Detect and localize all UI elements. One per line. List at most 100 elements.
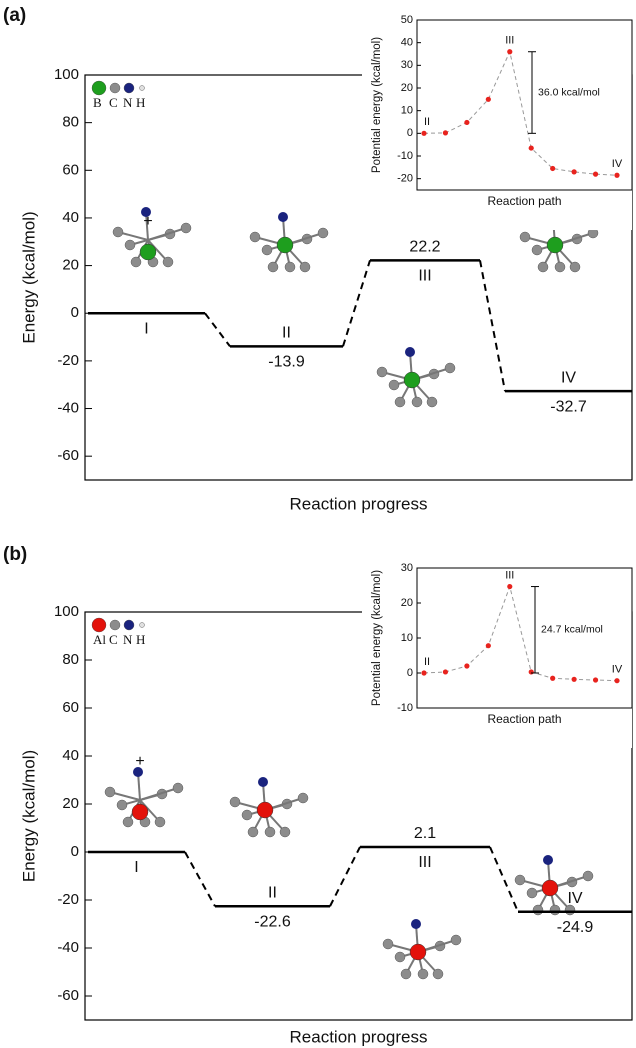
atom-ball xyxy=(450,934,462,946)
y-tick-label: 0 xyxy=(71,843,79,860)
data-point xyxy=(528,145,534,151)
y-tick-label: 100 xyxy=(54,66,79,83)
atom-ball xyxy=(411,919,421,929)
state-label: I xyxy=(144,320,148,337)
atom-ball xyxy=(141,207,151,217)
atom-ball xyxy=(582,870,594,882)
value-label: -32.7 xyxy=(550,398,587,415)
y-tick-label: 30 xyxy=(401,59,413,71)
atom-ball xyxy=(154,816,166,828)
annotation: 24.7 kcal/mol xyxy=(541,624,603,636)
atom-ball xyxy=(116,799,128,811)
x-axis-title: Reaction path xyxy=(487,712,561,726)
atom-ball xyxy=(104,786,116,798)
legend-atom xyxy=(123,82,135,94)
y-tick-label: 40 xyxy=(62,747,79,764)
atom-ball xyxy=(519,231,531,243)
y-tick-label: 10 xyxy=(401,632,413,644)
y-axis-title: Potential energy (kcal/mol) xyxy=(371,37,383,173)
legend-label: Al xyxy=(93,632,106,647)
data-point xyxy=(421,130,427,136)
atom-ball xyxy=(124,239,136,251)
y-tick-label: 40 xyxy=(401,37,413,49)
point-label: III xyxy=(505,35,514,47)
state-label: III xyxy=(418,854,431,871)
legend-label: C xyxy=(109,95,118,110)
atom-ball xyxy=(112,226,124,238)
connector xyxy=(479,260,506,392)
y-tick-label: -40 xyxy=(57,939,79,956)
atom-ball xyxy=(241,809,253,821)
plot-frame xyxy=(84,611,633,1021)
data-point xyxy=(442,669,449,675)
x-axis-title: Reaction progress xyxy=(290,1027,428,1046)
value-label: 2.1 xyxy=(414,825,436,842)
state-label: III xyxy=(418,268,431,285)
atom-ball xyxy=(376,366,388,378)
data-point xyxy=(507,49,513,55)
atom-ball xyxy=(549,904,561,916)
legend-label: H xyxy=(136,95,145,110)
atom-ball xyxy=(405,347,415,357)
data-point xyxy=(507,583,513,590)
y-tick-label: 0 xyxy=(407,667,413,679)
y-tick-label: 0 xyxy=(407,127,413,139)
y-axis-title: Energy (kcal/mol) xyxy=(19,211,38,343)
atom-ball xyxy=(131,803,149,821)
y-tick-label: 10 xyxy=(401,105,413,117)
value-label: -13.9 xyxy=(268,354,305,371)
value-label: -22.6 xyxy=(254,913,291,930)
y-tick-label: -60 xyxy=(57,447,79,464)
inset-background xyxy=(362,12,632,230)
panel-label: (b) xyxy=(3,544,27,565)
atom-ball xyxy=(299,261,311,273)
connector xyxy=(204,312,231,347)
atom-ball xyxy=(284,261,296,273)
atom-ball xyxy=(537,261,549,273)
data-point xyxy=(464,119,470,126)
point-label: III xyxy=(505,569,514,581)
data-point xyxy=(485,96,491,102)
connector xyxy=(342,260,371,347)
atom-ball xyxy=(130,256,142,268)
data-point xyxy=(592,677,599,683)
legend-atom xyxy=(139,85,145,91)
inset-background xyxy=(362,560,632,748)
y-tick-label: 60 xyxy=(62,699,79,716)
y-tick-label: -20 xyxy=(57,352,79,369)
atom-ball xyxy=(122,816,134,828)
atom-ball xyxy=(546,236,564,254)
y-tick-label: -20 xyxy=(57,891,79,908)
state-label: II xyxy=(268,884,277,901)
legend-atom xyxy=(91,80,107,96)
atom-ball xyxy=(394,951,406,963)
y-tick-label: 80 xyxy=(62,651,79,668)
panel-label: (a) xyxy=(3,5,26,26)
data-point xyxy=(550,675,556,681)
data-point xyxy=(571,169,577,175)
state-label: I xyxy=(134,859,138,876)
legend-atom xyxy=(91,617,107,633)
plot-frame xyxy=(84,74,633,481)
y-tick-label: 80 xyxy=(62,114,79,131)
y-tick-label: -20 xyxy=(397,173,413,185)
connector xyxy=(489,846,519,913)
y-tick-label: 20 xyxy=(62,795,79,812)
legend-label: N xyxy=(123,632,133,647)
atom-ball xyxy=(276,236,294,254)
legend-atom xyxy=(109,82,121,94)
data-point xyxy=(528,669,534,675)
legend-label: N xyxy=(123,95,133,110)
atom-ball xyxy=(526,887,538,899)
data-point xyxy=(485,643,491,649)
atom-ball xyxy=(317,227,329,239)
data-point xyxy=(592,171,599,177)
data-point xyxy=(442,130,449,136)
bond xyxy=(147,227,187,241)
atom-ball xyxy=(543,855,553,865)
data-point xyxy=(550,165,556,172)
y-tick-label: -40 xyxy=(57,399,79,416)
atom-ball xyxy=(569,261,581,273)
atom-ball xyxy=(256,801,274,819)
